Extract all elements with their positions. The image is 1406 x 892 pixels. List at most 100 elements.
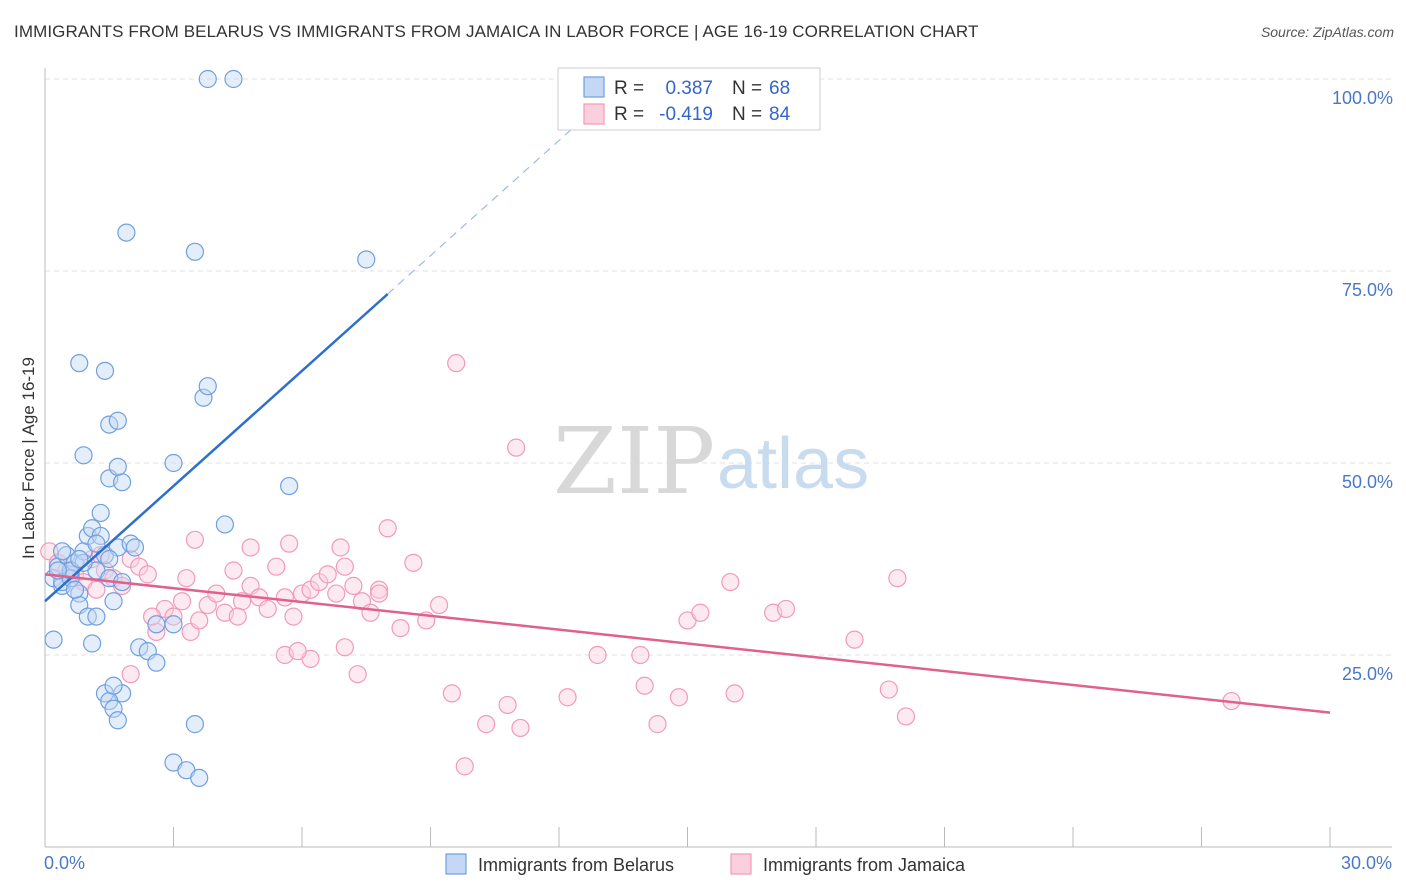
point-belarus: [100, 549, 119, 569]
point-jamaica: [335, 557, 354, 576]
point-jamaica: [896, 707, 916, 726]
point-belarus: [164, 615, 183, 634]
point-jamaica: [845, 630, 864, 649]
point-jamaica: [378, 519, 397, 538]
x-tick-label-min: 0.0%: [44, 853, 85, 873]
x-ticks: [173, 827, 1331, 847]
series-legend-swatch-belarus: [445, 853, 467, 875]
point-jamaica: [635, 676, 654, 695]
point-jamaica: [631, 645, 650, 665]
point-jamaica: [370, 584, 389, 603]
point-jamaica: [691, 603, 710, 622]
point-belarus: [215, 515, 234, 534]
chart-title: IMMIGRANTS FROM BELARUS VS IMMIGRANTS FR…: [14, 22, 979, 41]
point-belarus: [224, 69, 243, 89]
legend-r-value-belarus: 0.387: [665, 78, 713, 99]
point-jamaica: [888, 569, 907, 588]
point-jamaica: [344, 576, 363, 595]
point-belarus: [70, 549, 89, 569]
point-belarus: [280, 476, 299, 496]
point-belarus: [74, 446, 93, 465]
point-jamaica: [267, 557, 286, 576]
y-axis-title: In Labor Force | Age 16-19: [19, 357, 38, 559]
trend-line-jamaica: [44, 573, 1331, 714]
point-jamaica: [164, 607, 183, 626]
watermark-zip: ZIP: [553, 408, 715, 515]
point-belarus: [104, 676, 123, 695]
point-jamaica: [284, 607, 303, 626]
point-jamaica: [190, 611, 209, 630]
point-jamaica: [498, 695, 517, 715]
point-belarus: [198, 377, 217, 396]
series-legend-label-jamaica: Immigrants from Jamaica: [763, 855, 966, 875]
y-tick-label: 75.0%: [1342, 280, 1393, 300]
point-jamaica: [280, 534, 299, 553]
point-belarus: [83, 634, 102, 653]
point-jamaica: [185, 530, 205, 549]
point-belarus: [185, 242, 205, 261]
point-jamaica: [669, 688, 689, 707]
point-jamaica: [288, 642, 307, 661]
point-belarus: [87, 607, 106, 626]
point-belarus: [190, 768, 209, 787]
point-jamaica: [318, 565, 337, 584]
stats-legend: R = 0.387 N = 68 R = -0.419 N = 84: [557, 67, 821, 131]
legend-n-value-belarus: 68: [769, 78, 790, 99]
point-jamaica: [879, 680, 898, 699]
point-belarus: [147, 615, 166, 634]
point-jamaica: [138, 565, 157, 584]
point-belarus: [104, 699, 123, 718]
point-belarus: [164, 453, 183, 473]
point-jamaica: [507, 438, 526, 457]
point-jamaica: [776, 599, 796, 619]
gridlines: [45, 78, 1392, 656]
point-belarus: [100, 415, 119, 434]
point-belarus: [185, 715, 205, 734]
legend-swatch-jamaica: [583, 103, 605, 125]
point-belarus: [44, 630, 63, 649]
point-jamaica: [258, 599, 277, 619]
point-belarus: [70, 354, 89, 373]
point-jamaica: [429, 595, 449, 615]
point-belarus: [357, 250, 376, 269]
trend-extension-belarus: [387, 101, 603, 295]
point-jamaica: [224, 561, 243, 580]
series-legend-label-belarus: Immigrants from Belarus: [478, 855, 674, 875]
point-jamaica: [511, 718, 530, 738]
point-jamaica: [455, 757, 474, 776]
y-tick-label: 25.0%: [1342, 664, 1393, 684]
point-jamaica: [477, 715, 496, 734]
point-belarus: [108, 411, 127, 430]
point-belarus: [108, 711, 127, 730]
point-belarus: [95, 361, 115, 380]
series-legend: Immigrants from Belarus Immigrants from …: [445, 853, 966, 875]
point-belarus: [87, 534, 106, 553]
point-belarus: [125, 538, 145, 557]
point-belarus: [194, 388, 213, 407]
point-jamaica: [327, 584, 346, 603]
point-jamaica: [275, 588, 294, 607]
legend-n-value-jamaica: 84: [769, 104, 791, 125]
point-jamaica: [335, 638, 354, 657]
legend-r-label-jamaica: R =: [614, 104, 644, 125]
trend-line-belarus: [44, 293, 389, 603]
y-tick-label: 100.0%: [1332, 88, 1393, 108]
point-belarus: [65, 580, 85, 599]
y-tick-label: 50.0%: [1342, 472, 1393, 492]
point-belarus: [130, 638, 149, 657]
watermark: ZIP atlas: [553, 408, 869, 515]
point-belarus: [108, 457, 127, 476]
point-jamaica: [228, 607, 247, 626]
point-jamaica: [241, 538, 260, 557]
legend-r-label-belarus: R =: [614, 78, 644, 99]
trend-lines: [44, 101, 1331, 714]
point-belarus: [104, 592, 123, 611]
legend-n-label-belarus: N =: [732, 78, 762, 99]
series-belarus-points: [44, 69, 376, 787]
point-jamaica: [121, 665, 140, 684]
point-jamaica: [331, 538, 350, 557]
source-label[interactable]: Source: ZipAtlas.com: [1260, 24, 1394, 40]
y-tick-labels: 25.0% 50.0% 75.0% 100.0%: [1332, 88, 1393, 684]
point-belarus: [198, 69, 217, 89]
point-jamaica: [404, 553, 423, 572]
